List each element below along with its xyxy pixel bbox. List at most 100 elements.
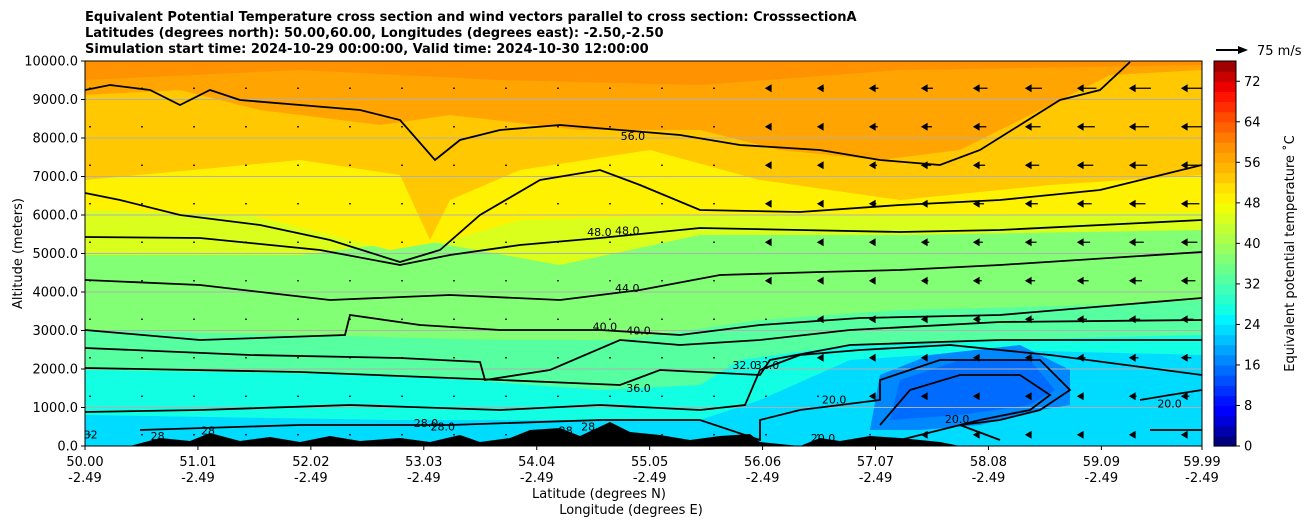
wind-vector (1128, 122, 1150, 131)
wind-vector (1024, 353, 1033, 362)
colorbar-tick-label: 64 (1244, 115, 1261, 130)
wind-vector (453, 202, 455, 205)
terrain (85, 422, 960, 446)
wind-vector (1024, 276, 1036, 285)
x-tick-label-lat: 58.08 (970, 455, 1007, 470)
colorbar-segment (1214, 283, 1236, 295)
wind-vector (713, 164, 715, 167)
wind-vector (193, 433, 195, 436)
y-tick-label: 10000.0 (24, 55, 78, 70)
x-tick-label-lat: 50.00 (66, 455, 103, 470)
colorbar-segment (1214, 294, 1236, 305)
colorbar-segment (1214, 223, 1236, 234)
contour-20-east (1139, 389, 1202, 431)
colorbar-segment (1214, 243, 1236, 255)
contour-40 (85, 297, 1202, 341)
x-tick-label-lat: 56.06 (744, 455, 781, 470)
wind-vector (297, 241, 299, 244)
wind-vector (141, 318, 143, 321)
wind-vector (1128, 199, 1146, 208)
colorbar-segment (1214, 131, 1236, 143)
wind-vector (661, 433, 663, 436)
wind-vector (453, 318, 455, 321)
wind-vector (972, 122, 987, 131)
wind-vector (972, 392, 980, 401)
wind-vector (920, 161, 932, 170)
wind-vector (713, 279, 715, 282)
x-tick-label-lon: -2.49 (1185, 471, 1219, 486)
wind-vector (557, 318, 559, 321)
wind-vector (972, 276, 982, 285)
colorbar-segment (1214, 273, 1236, 285)
y-tick-label: 8000.0 (33, 132, 79, 147)
wind-vector (920, 122, 933, 131)
wind-vector (1076, 199, 1092, 208)
wind-vector (401, 395, 403, 398)
wind-vector (713, 318, 715, 321)
colorbar-segment (1214, 212, 1236, 224)
y-axis-ticks: 0.0 1000.0 2000.0 3000.0 4000.0 5000.0 6000.0 7… (24, 55, 85, 455)
wind-vector (349, 87, 351, 90)
x-tick-label-lat: 54.04 (518, 455, 555, 470)
wind-vector (453, 164, 455, 167)
wind-vector (972, 84, 988, 93)
wind-vector (557, 279, 559, 282)
colorbar-segment (1214, 263, 1236, 275)
colorbar-segment (1214, 354, 1236, 366)
wind-vector (453, 87, 455, 90)
wind-vector (297, 202, 299, 205)
x-tick-label-lat: 55.05 (631, 455, 668, 470)
wind-vectors (89, 84, 1202, 439)
colorbar-segment (1214, 71, 1236, 82)
wind-vector (816, 199, 824, 208)
y-tick-label: 2000.0 (33, 363, 79, 378)
wind-vector (661, 279, 663, 282)
colorbar-segment (1214, 142, 1236, 153)
wind-vector (557, 125, 559, 128)
quiver-key-label: 75 m/s (1257, 44, 1302, 59)
wind-vector (661, 395, 663, 398)
wind-vector (816, 161, 824, 170)
wind-vector (89, 279, 91, 282)
wind-vector (193, 356, 195, 359)
wind-vector (297, 125, 299, 128)
wind-vector (141, 202, 143, 205)
wind-vector (661, 164, 663, 167)
wind-vector (1076, 392, 1084, 401)
quiver-key: 75 m/s (1216, 44, 1302, 59)
y-tick-label: 0.0 (57, 440, 78, 455)
wind-vector (245, 318, 247, 321)
wind-vector (869, 433, 871, 436)
wind-vector (245, 241, 247, 244)
wind-vector (1128, 315, 1141, 324)
wind-vector (868, 122, 878, 131)
x-tick-label-lat: 53.03 (405, 455, 442, 470)
wind-vector (920, 84, 934, 93)
wind-vector (609, 433, 611, 436)
x-tick-label-lon: -2.49 (633, 471, 667, 486)
wind-vector (816, 122, 824, 131)
colorbar-tick-label: 32 (1244, 277, 1261, 292)
colorbar-segment (1214, 121, 1236, 133)
wind-vector (141, 87, 143, 90)
colorbar-tick-label: 48 (1244, 196, 1261, 211)
wind-vector (764, 238, 772, 247)
wind-vector (401, 241, 403, 244)
x-tick-label-lon: -2.49 (746, 471, 780, 486)
wind-vector (349, 202, 351, 205)
wind-vector (1180, 199, 1200, 208)
wind-vector (557, 87, 559, 90)
wind-vector (713, 125, 715, 128)
contour-label: 20.0 (1157, 398, 1182, 411)
contour-36 (85, 339, 1202, 386)
wind-vector (245, 433, 247, 436)
contour-label: 56.0 (621, 130, 646, 143)
wind-vector (141, 356, 143, 359)
x-tick-label-lon: -2.49 (520, 471, 554, 486)
x-tick-label-lon: -2.49 (68, 471, 102, 486)
y-tick-label: 9000.0 (33, 93, 79, 108)
wind-vector (349, 433, 351, 436)
wind-vector (1076, 353, 1086, 362)
wind-vector (505, 318, 507, 321)
wind-vector (817, 433, 819, 436)
